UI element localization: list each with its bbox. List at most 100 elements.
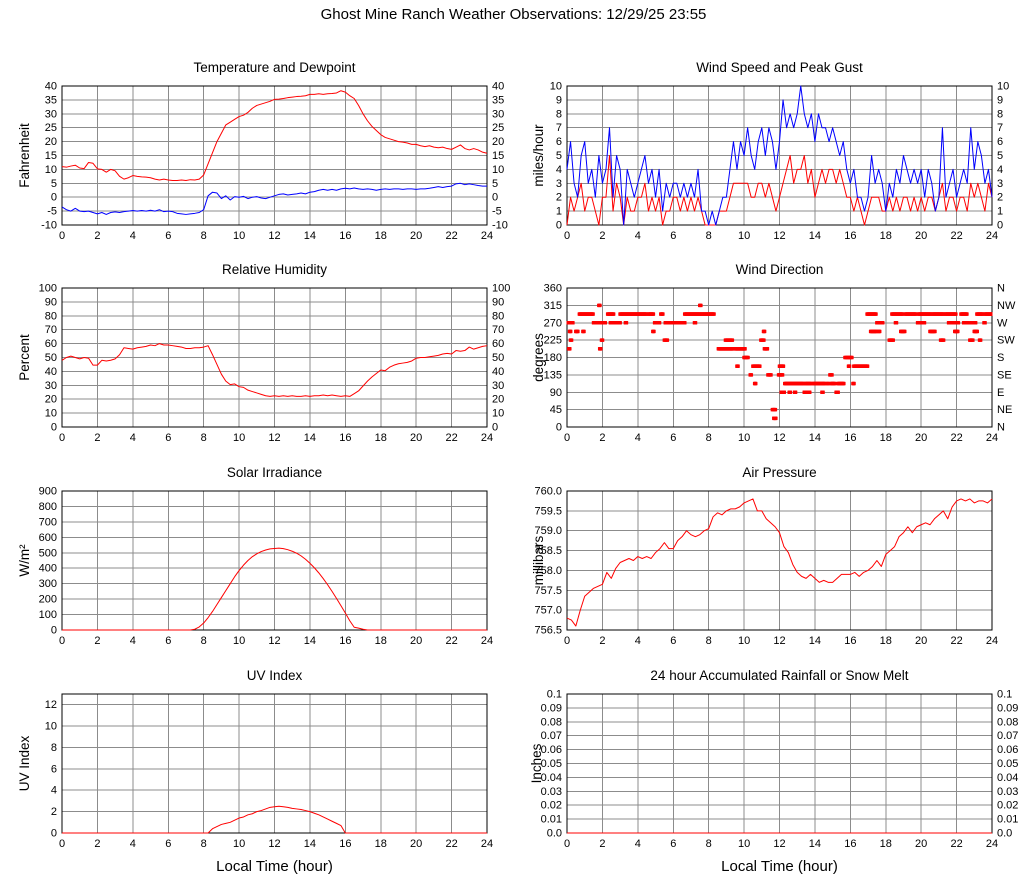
svg-text:4: 4: [51, 785, 57, 797]
svg-text:-5: -5: [492, 206, 502, 218]
svg-text:45: 45: [550, 404, 562, 416]
svg-text:0.04: 0.04: [541, 772, 562, 784]
svg-text:16: 16: [339, 838, 351, 850]
svg-text:NE: NE: [997, 404, 1012, 416]
svg-text:0: 0: [59, 432, 65, 444]
y-axis-labels-left: 0 2 4 6 8 10 12: [45, 699, 57, 839]
svg-text:20: 20: [492, 136, 504, 148]
svg-text:24: 24: [986, 838, 998, 850]
svg-text:8: 8: [706, 635, 712, 647]
svg-text:6: 6: [556, 136, 562, 148]
svg-text:8: 8: [201, 432, 207, 444]
svg-text:35: 35: [492, 94, 504, 106]
gridlines: [567, 694, 992, 833]
svg-text:8: 8: [706, 432, 712, 444]
svg-text:50: 50: [45, 352, 57, 364]
svg-text:0: 0: [564, 838, 570, 850]
x-axis-labels: 0 2 4 6 8 10 12 14 16 18 20 22 24: [59, 635, 493, 647]
series-group: [62, 547, 487, 631]
svg-text:0: 0: [51, 422, 57, 434]
svg-text:30: 30: [492, 380, 504, 392]
svg-text:20: 20: [410, 432, 422, 444]
svg-text:14: 14: [304, 432, 316, 444]
svg-text:0.06: 0.06: [541, 744, 562, 756]
svg-text:135: 135: [544, 369, 562, 381]
x-axis-title: Local Time (hour): [721, 858, 838, 875]
plot-border: [566, 490, 993, 631]
svg-text:SW: SW: [997, 335, 1015, 347]
svg-text:80: 80: [492, 310, 504, 322]
svg-text:18: 18: [880, 230, 892, 242]
chart-title-solar-irradiance: Solar Irradiance: [226, 465, 323, 480]
svg-text:300: 300: [39, 578, 57, 590]
svg-text:0: 0: [492, 192, 498, 204]
svg-text:6: 6: [670, 838, 676, 850]
series-air-pressure: [566, 498, 993, 627]
svg-text:756.5: 756.5: [534, 625, 562, 637]
svg-text:758.5: 758.5: [534, 545, 562, 557]
svg-text:20: 20: [915, 635, 927, 647]
svg-text:2: 2: [51, 806, 57, 818]
y-axis-title: Fahrenheit: [17, 123, 32, 188]
svg-text:100: 100: [492, 283, 510, 295]
chart-temperature-dewpoint: Temperature and Dewpoint -10 -5 0 5 10 15 20 25…: [0, 50, 520, 250]
svg-text:0.02: 0.02: [997, 800, 1018, 812]
svg-text:8: 8: [201, 635, 207, 647]
svg-text:0.08: 0.08: [541, 716, 562, 728]
svg-text:20: 20: [410, 838, 422, 850]
svg-text:757.0: 757.0: [534, 605, 562, 617]
svg-text:20: 20: [915, 838, 927, 850]
svg-text:20: 20: [915, 432, 927, 444]
svg-text:10: 10: [738, 635, 750, 647]
svg-text:6: 6: [670, 432, 676, 444]
y-axis-title: UV Index: [17, 735, 32, 791]
svg-text:18: 18: [375, 838, 387, 850]
gridlines: [62, 694, 487, 833]
svg-text:4: 4: [130, 230, 136, 242]
svg-text:6: 6: [670, 230, 676, 242]
svg-text:2: 2: [997, 192, 1003, 204]
svg-text:24: 24: [986, 635, 998, 647]
svg-text:0: 0: [997, 220, 1003, 232]
svg-text:18: 18: [880, 838, 892, 850]
svg-text:6: 6: [165, 838, 171, 850]
svg-text:16: 16: [844, 635, 856, 647]
y-axis-labels-right: 0.0 0.01 0.02 0.03 0.04 0.05 0.06 0.07 0.08 0.090…: [997, 689, 1018, 840]
svg-text:0: 0: [556, 220, 562, 232]
svg-text:759.0: 759.0: [534, 525, 562, 537]
svg-text:270: 270: [544, 317, 562, 329]
svg-text:0.09: 0.09: [541, 702, 562, 714]
svg-text:180: 180: [544, 352, 562, 364]
relative-humidity-plot: 0102030405060708090100010203040506070809…: [17, 283, 510, 445]
svg-text:22: 22: [950, 635, 962, 647]
svg-text:600: 600: [39, 532, 57, 544]
svg-text:10: 10: [738, 230, 750, 242]
svg-text:60: 60: [492, 338, 504, 350]
svg-text:W: W: [997, 317, 1008, 329]
chart-title-relative-humidity: Relative Humidity: [221, 262, 328, 277]
gridlines: [62, 86, 487, 225]
svg-text:16: 16: [339, 635, 351, 647]
svg-text:18: 18: [880, 432, 892, 444]
chart-rainfall-snowmelt: 24 hour Accumulated Rainfall or Snow Mel…: [505, 658, 1027, 878]
svg-text:4: 4: [130, 838, 136, 850]
svg-text:90: 90: [550, 387, 562, 399]
svg-text:70: 70: [45, 324, 57, 336]
chart-title-temperature-dewpoint: Temperature and Dewpoint: [193, 60, 356, 75]
svg-text:4: 4: [635, 230, 641, 242]
y-axis-title: degrees: [531, 333, 546, 382]
svg-text:20: 20: [410, 230, 422, 242]
svg-text:2: 2: [599, 635, 605, 647]
svg-text:12: 12: [268, 838, 280, 850]
svg-text:20: 20: [410, 635, 422, 647]
svg-text:10: 10: [997, 81, 1009, 93]
svg-text:12: 12: [773, 838, 785, 850]
svg-text:15: 15: [492, 150, 504, 162]
svg-text:700: 700: [39, 516, 57, 528]
plot-border: [61, 490, 488, 631]
series-peak-gust: [566, 85, 993, 226]
air-pressure-plot: 756.5 757.0 757.5 758.0 758.5 759.0 759.5 760.0…: [531, 486, 998, 648]
series-relative-humidity: [61, 343, 488, 397]
